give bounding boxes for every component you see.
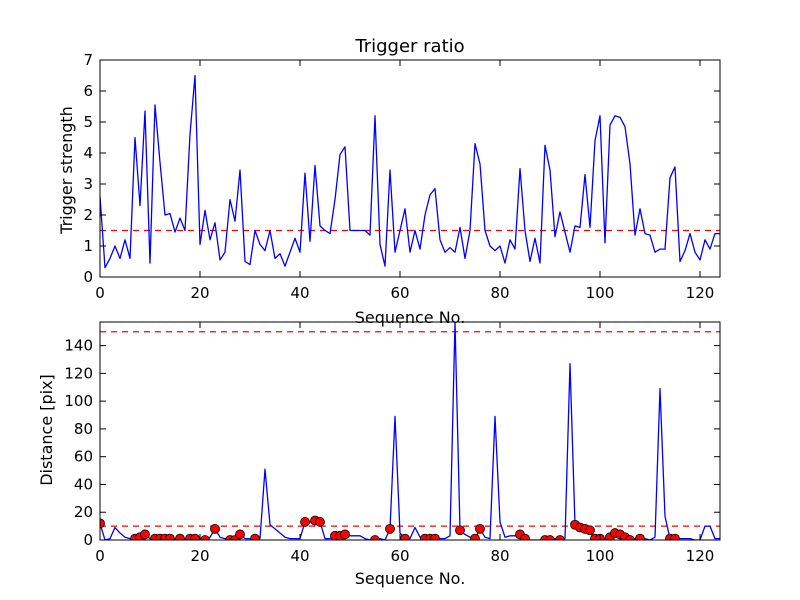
bottom-marker-14 xyxy=(165,533,175,540)
bottom-x-tick-label: 120 xyxy=(686,547,715,565)
bottom-y-axis-label: Distance [pix] xyxy=(37,374,56,486)
bottom-marker-106 xyxy=(625,535,635,540)
bottom-marker-49 xyxy=(340,529,350,540)
top-y-tick-label: 7 xyxy=(83,51,93,69)
top-chart-title: Trigger ratio xyxy=(354,36,464,57)
trigger-ratio-panel: Trigger ratio Sequence No. Trigger stren… xyxy=(57,36,721,327)
bottom-marker-90 xyxy=(545,535,555,540)
top-y-tick-label: 5 xyxy=(83,113,93,131)
bottom-marker-75 xyxy=(470,533,480,540)
top-x-tick-label: 20 xyxy=(190,284,209,302)
top-axes-frame xyxy=(99,59,721,278)
bottom-y-tick-label: 40 xyxy=(74,475,93,493)
top-y-tick-label: 1 xyxy=(83,237,93,255)
bottom-marker-67 xyxy=(430,533,440,540)
bottom-marker-44 xyxy=(315,517,325,527)
bottom-marker-58 xyxy=(385,523,395,534)
bottom-series-line xyxy=(100,322,720,540)
bottom-y-tick-label: 80 xyxy=(74,420,93,438)
bottom-marker-76 xyxy=(475,523,485,534)
bottom-marker-23 xyxy=(210,523,220,534)
top-y-tick-label: 0 xyxy=(83,268,93,286)
bottom-x-tick-label: 40 xyxy=(290,547,309,565)
top-x-tick-label: 0 xyxy=(95,284,105,302)
top-x-tick-label: 80 xyxy=(490,284,509,302)
bottom-x-tick-label: 20 xyxy=(190,547,209,565)
bottom-marker-55 xyxy=(370,535,380,540)
bottom-marker-19 xyxy=(190,533,200,540)
bottom-marker-108 xyxy=(635,533,645,540)
bottom-x-tick-label: 0 xyxy=(95,547,105,565)
distance-panel: Sequence No. Distance [pix] 0 20 40 60 80 100… xyxy=(37,321,721,588)
bottom-marker-72 xyxy=(455,525,465,536)
top-x-tick-label: 100 xyxy=(586,284,615,302)
bottom-marker-0 xyxy=(100,518,105,529)
bottom-marker-61 xyxy=(400,533,410,540)
top-x-tick-label: 40 xyxy=(290,284,309,302)
bottom-axes-frame xyxy=(99,321,721,541)
bottom-marker-31 xyxy=(250,533,260,540)
top-x-tick-label: 120 xyxy=(686,284,715,302)
top-y-tick-label: 4 xyxy=(83,144,93,162)
bottom-marker-21 xyxy=(200,535,210,540)
top-series-line xyxy=(100,74,720,269)
bottom-marker-41 xyxy=(300,517,310,527)
top-y-axis-label: Trigger strength xyxy=(57,106,76,235)
bottom-y-tick-label: 60 xyxy=(74,448,93,466)
bottom-y-tick-label: 120 xyxy=(64,364,93,382)
bottom-x-tick-label: 60 xyxy=(390,547,409,565)
bottom-marker-98 xyxy=(585,525,595,536)
top-y-tick-label: 6 xyxy=(83,82,93,100)
bottom-x-tick-label: 80 xyxy=(490,547,509,565)
bottom-marker-28 xyxy=(235,529,245,540)
top-y-tick-label: 2 xyxy=(83,206,93,224)
bottom-y-tick-label: 100 xyxy=(64,392,93,410)
top-x-tick-label: 60 xyxy=(390,284,409,302)
bottom-x-tick-label: 100 xyxy=(586,547,615,565)
bottom-y-tick-label: 140 xyxy=(64,337,93,355)
bottom-x-axis-label: Sequence No. xyxy=(355,569,466,588)
bottom-marker-115 xyxy=(670,533,680,540)
top-y-tick-label: 3 xyxy=(83,175,93,193)
bottom-marker-92 xyxy=(555,535,565,540)
bottom-marker-9 xyxy=(140,529,150,540)
bottom-y-tick-label: 20 xyxy=(74,503,93,521)
bottom-y-tick-label: 0 xyxy=(83,531,93,549)
bottom-marker-85 xyxy=(520,533,530,540)
top-x-axis-label: Sequence No. xyxy=(355,308,466,327)
bottom-marker-16 xyxy=(175,533,185,540)
